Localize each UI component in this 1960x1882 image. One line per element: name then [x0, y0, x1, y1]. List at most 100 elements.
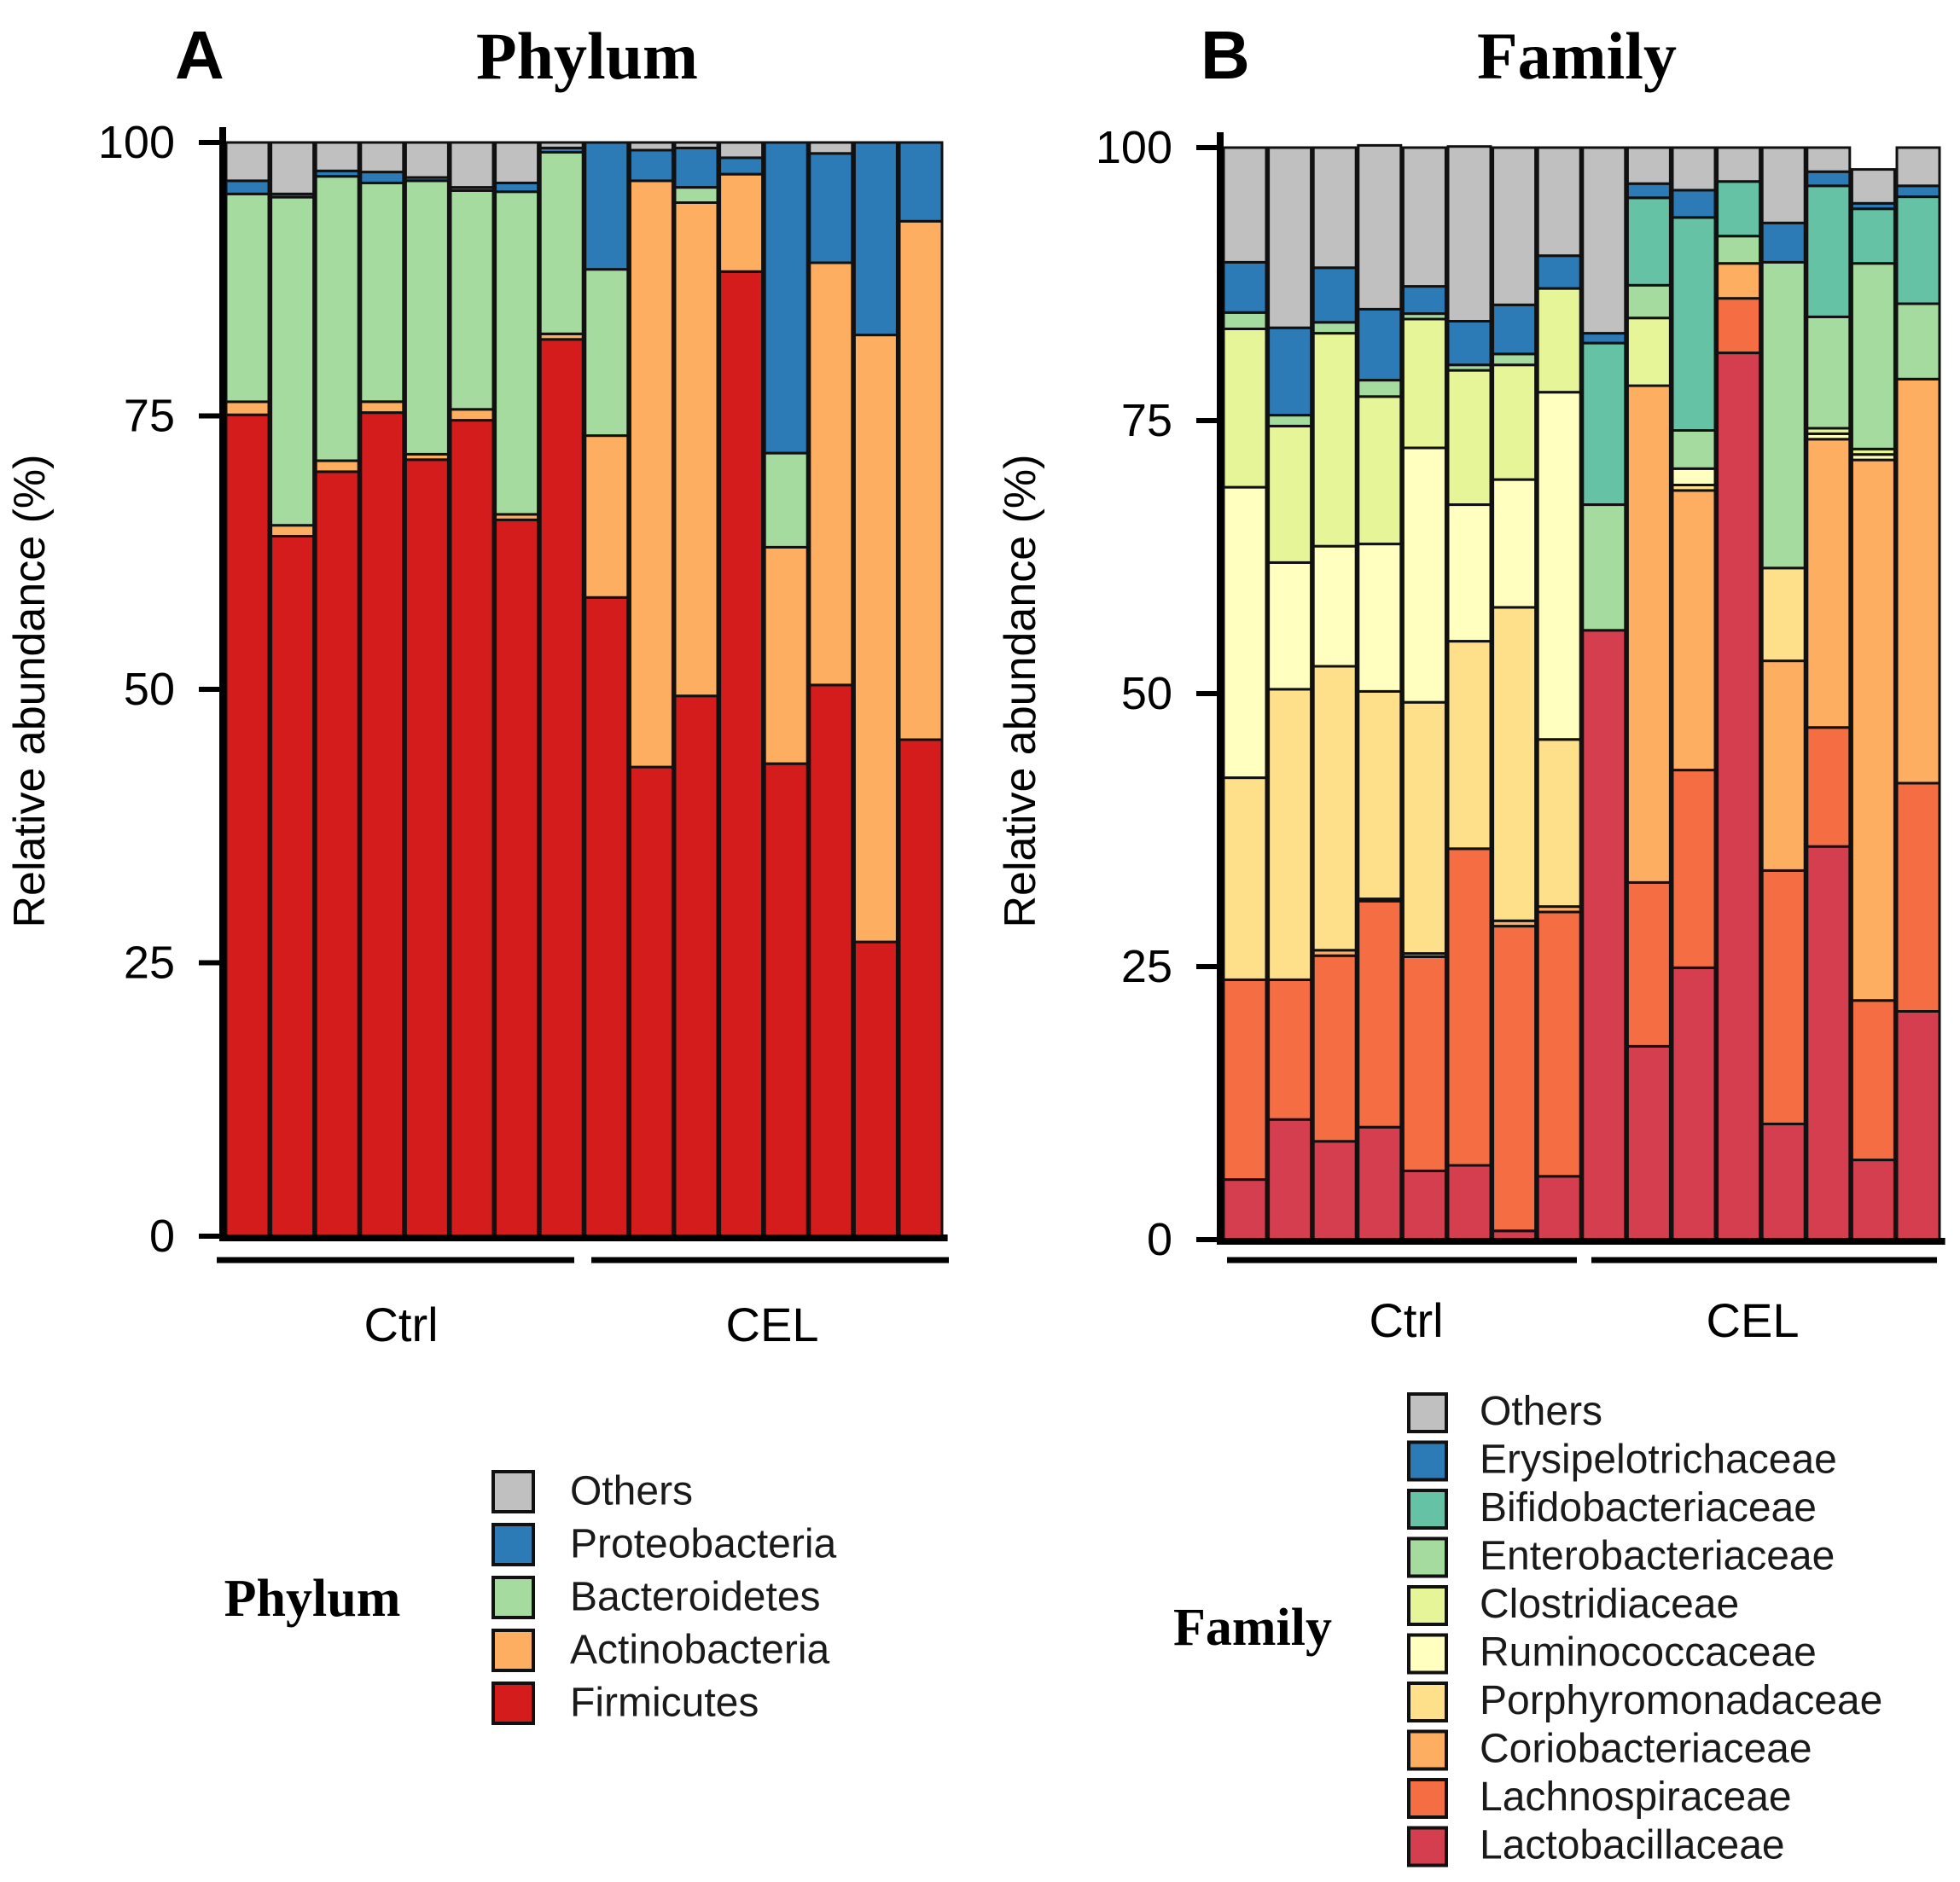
chart-title: Family [1477, 19, 1677, 93]
bar-segment [808, 683, 854, 1238]
legend-item: Bacteroidetes [570, 1575, 821, 1620]
bar-segment [1267, 326, 1313, 417]
bar-segment [1492, 478, 1538, 609]
bar-segment [538, 151, 585, 335]
legend-item: Clostridiaceae [1480, 1582, 1739, 1627]
bar-segment [1716, 297, 1762, 355]
bar-segment [1536, 146, 1582, 258]
bar-segment [1312, 544, 1358, 668]
y-tick-label: 50 [124, 664, 175, 715]
group-label: Ctrl [1369, 1293, 1443, 1347]
legend-item: Ruminococcaceae [1480, 1630, 1817, 1676]
bar-segment [1671, 467, 1717, 486]
legend-swatch [491, 1576, 535, 1619]
bar-segment [584, 595, 630, 1238]
bar-segment [1895, 146, 1941, 188]
legend-item: Porphyromonadaceae [1480, 1678, 1882, 1723]
panel-label: B [1201, 17, 1250, 93]
bar-segment [584, 141, 630, 271]
legend-title: Family [1173, 1599, 1332, 1657]
bar-segment [1581, 503, 1627, 632]
y-tick-label: 0 [1147, 1214, 1172, 1265]
bar-segment [1760, 146, 1806, 224]
bar-segment [628, 179, 674, 769]
bar-segment [808, 261, 854, 687]
bar-segment [1850, 999, 1896, 1162]
bar-segment [359, 171, 405, 184]
bar-segment [1357, 899, 1403, 1129]
bar-segment [1626, 196, 1672, 287]
y-axis-label: Relative abundance (%) [5, 455, 55, 928]
bar-segment [808, 152, 854, 264]
bar-segment [1895, 184, 1941, 199]
bar-segment [1312, 954, 1358, 1143]
bar-segment [1626, 182, 1672, 200]
bar-segment [673, 201, 719, 698]
bar-segment [1357, 543, 1403, 693]
bar-segment [1850, 168, 1896, 205]
bar-segment [1716, 235, 1762, 265]
bar-segment [1716, 262, 1762, 300]
bar-segment [1492, 363, 1538, 481]
bar-segment [1806, 146, 1852, 173]
bar-segment [584, 268, 630, 438]
chart-title: Phylum [476, 19, 698, 93]
bar-segment [1357, 379, 1403, 398]
bar-segment [1626, 880, 1672, 1048]
bar-segment [1492, 146, 1538, 306]
bar-segment [852, 940, 899, 1238]
legend-swatch [1407, 1778, 1448, 1819]
legend-swatch [1407, 1440, 1448, 1482]
bar-segment [718, 172, 765, 273]
bar-segment [1806, 726, 1852, 848]
bar-segment [1446, 640, 1492, 851]
y-tick-label: 100 [1096, 122, 1172, 173]
bar-segment [1850, 458, 1896, 1002]
bar-segment [718, 156, 765, 176]
bar-segment [1760, 659, 1806, 872]
bar-segment [1760, 868, 1806, 1125]
bar-segment [1806, 184, 1852, 318]
y-tick-label: 0 [149, 1211, 175, 1262]
bar-segment [1222, 328, 1268, 489]
legend-item: Lactobacillaceae [1480, 1823, 1785, 1868]
bar-segment [898, 219, 944, 741]
bar-segment [1536, 391, 1582, 741]
bar-segment [763, 451, 809, 549]
legend-swatch [491, 1470, 535, 1513]
legend-swatch [1407, 1826, 1448, 1867]
bar-segment [1222, 485, 1268, 780]
bar-segment [1850, 1159, 1896, 1241]
bar-segment [852, 334, 899, 944]
bar-segment [718, 141, 765, 160]
bar-segment [1671, 146, 1717, 192]
bar-segment [808, 141, 854, 155]
bar-segment [628, 765, 674, 1238]
bar-segment [1671, 189, 1717, 219]
legend-swatch [491, 1629, 535, 1672]
bar-segment [1626, 283, 1672, 320]
bar-segment [449, 419, 495, 1238]
bar-segment [1806, 315, 1852, 430]
bar-segment [1401, 446, 1447, 704]
bar-segment [1760, 221, 1806, 264]
legend-item: Erysipelotrichaceae [1480, 1438, 1837, 1483]
legend-item: Proteobacteria [570, 1522, 836, 1567]
bar-segment [1267, 414, 1313, 427]
bar-segment [449, 408, 495, 422]
bar-segment [1446, 503, 1492, 643]
bar-segment [1222, 1178, 1268, 1241]
legend-swatch [1407, 1489, 1448, 1530]
bar-segment [1401, 700, 1447, 956]
bar-segment [628, 148, 674, 183]
bar-segment [404, 141, 450, 179]
bar-segment [1267, 688, 1313, 981]
bar-segment [314, 175, 360, 462]
bar-segment [270, 141, 316, 195]
legend-title: Phylum [224, 1570, 401, 1628]
bar-segment [538, 338, 585, 1238]
bar-segment [628, 141, 674, 152]
legend-item: Enterobacteriaceae [1480, 1534, 1835, 1579]
bar-segment [1536, 738, 1582, 909]
legend-swatch [1407, 1585, 1448, 1626]
